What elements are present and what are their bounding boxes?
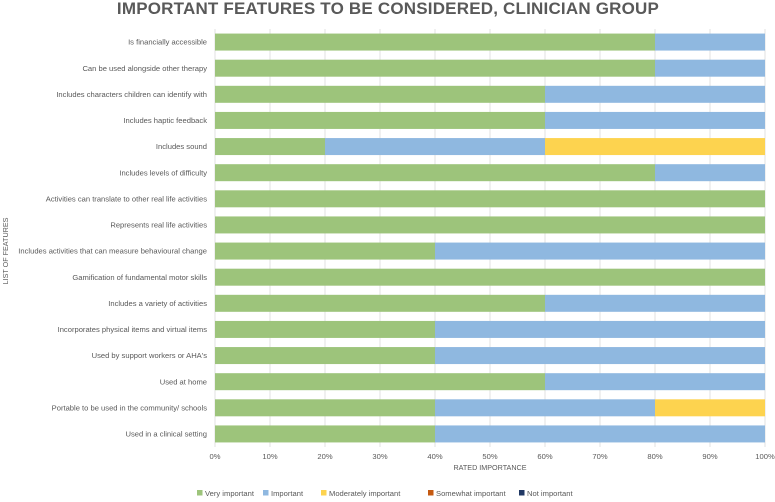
chart-title: IMPORTANT FEATURES TO BE CONSIDERED, CLI…: [117, 0, 659, 18]
bar-segment: [655, 399, 765, 417]
bar-segment: [545, 373, 765, 391]
x-tick-label: 70%: [592, 452, 607, 461]
bar-segment: [435, 347, 765, 365]
bar-segment: [545, 294, 765, 312]
category-label: Includes levels of difficulty: [119, 168, 207, 177]
bar-segment: [215, 111, 545, 129]
bar-segment: [215, 164, 655, 182]
x-tick-label: 0%: [210, 452, 221, 461]
legend-label: Very important: [205, 489, 255, 498]
x-tick-label: 90%: [702, 452, 717, 461]
bar-segment: [545, 85, 765, 103]
category-label: Used in a clinical setting: [126, 430, 207, 439]
x-tick-label: 40%: [427, 452, 442, 461]
legend-swatch: [428, 490, 434, 496]
bar-segment: [215, 320, 435, 338]
bar-segment: [215, 294, 545, 312]
bar-segment: [435, 242, 765, 260]
legend-label: Moderately important: [329, 489, 401, 498]
bar-segment: [215, 190, 765, 208]
x-tick-labels: 0% 10% 20% 30% 40% 50% 60% 70% 80% 90% 100%: [210, 452, 775, 461]
x-tick-label: 100%: [755, 452, 775, 461]
category-labels: Is financially accessible Can be used alo…: [18, 38, 207, 439]
bar-segment: [545, 111, 765, 129]
category-label: Represents real life activities: [110, 221, 207, 230]
category-label: Used by support workers or AHA's: [92, 351, 208, 360]
bar-segment: [215, 59, 655, 77]
legend-label: Somewhat important: [436, 489, 507, 498]
bar-segment: [215, 268, 765, 286]
x-tick-label: 50%: [482, 452, 497, 461]
category-label: Can be used alongside other therapy: [82, 64, 207, 73]
bar-segment: [655, 59, 765, 77]
category-label: Includes a variety of activities: [108, 299, 207, 308]
bar-segment: [215, 399, 435, 417]
bar-segment: [215, 85, 545, 103]
legend-swatch: [519, 490, 525, 496]
legend: Very important Important Moderately import…: [197, 489, 573, 498]
legend-swatch: [197, 490, 203, 496]
bars: [215, 33, 765, 443]
x-tick-label: 60%: [537, 452, 552, 461]
bar-segment: [215, 33, 655, 51]
bar-segment: [215, 347, 435, 365]
x-axis-title: RATED IMPORTANCE: [453, 463, 526, 472]
bar-segment: [435, 399, 655, 417]
category-label: Includes sound: [156, 142, 207, 151]
category-label: Is financially accessible: [128, 38, 207, 47]
y-axis-title: LIST OF FEATURES: [1, 217, 10, 284]
bar-segment: [435, 320, 765, 338]
bar-segment: [545, 138, 765, 156]
bar-segment: [655, 33, 765, 51]
category-label: Includes characters children can identif…: [56, 90, 207, 99]
x-tick-label: 80%: [647, 452, 662, 461]
legend-label: Important: [271, 489, 304, 498]
category-label: Gamification of fundamental motor skills: [72, 273, 207, 282]
category-label: Includes activities that can measure beh…: [18, 247, 207, 256]
legend-label: Not important: [527, 489, 573, 498]
bar-segment: [325, 138, 545, 156]
category-label: Used at home: [160, 377, 207, 386]
category-label: Incorporates physical items and virtual …: [58, 325, 208, 334]
legend-swatch: [321, 490, 327, 496]
category-label: Includes haptic feedback: [123, 116, 207, 125]
bar-segment: [215, 373, 545, 391]
bar-segment: [655, 164, 765, 182]
bar-segment: [215, 216, 765, 234]
x-tick-label: 20%: [317, 452, 332, 461]
category-label: Activities can translate to other real l…: [46, 194, 207, 203]
x-tick-label: 10%: [262, 452, 277, 461]
bar-segment: [215, 138, 325, 156]
legend-swatch: [263, 490, 269, 496]
x-tick-label: 30%: [372, 452, 387, 461]
category-label: Portable to be used in the community/ sc…: [52, 403, 208, 412]
bar-segment: [435, 425, 765, 443]
bar-segment: [215, 425, 435, 443]
bar-segment: [215, 242, 435, 260]
